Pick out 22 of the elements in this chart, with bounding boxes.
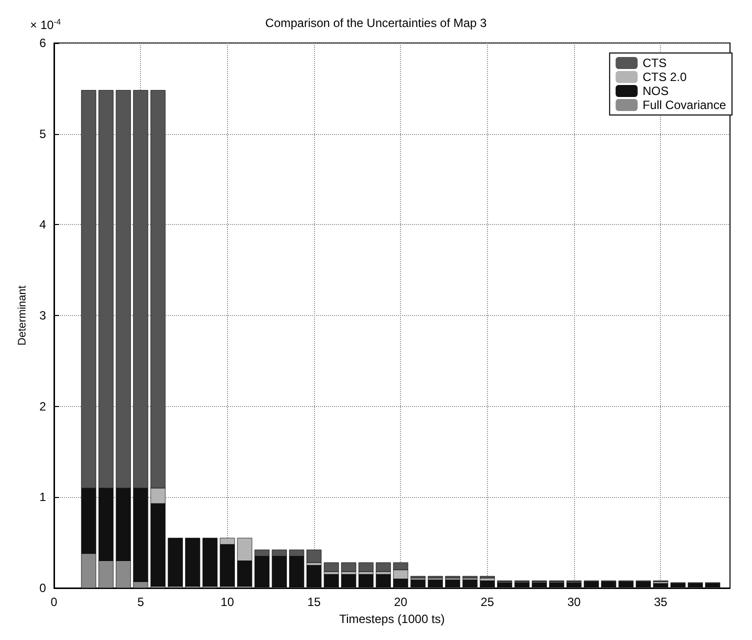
x-tick-label: 35: [654, 595, 668, 609]
x-axis-title: Timesteps (1000 ts): [339, 612, 445, 626]
y-tick-label: 2: [39, 399, 46, 414]
y-tick-label: 3: [39, 308, 46, 322]
x-tick-label: 0: [50, 595, 58, 609]
x-tick-label: 10: [220, 595, 234, 609]
legend-label: CTS: [642, 56, 667, 70]
legend-label: NOS: [642, 84, 669, 98]
y-tick-label: 1: [39, 490, 46, 504]
y-tick-label: 4: [39, 218, 46, 232]
x-tick-label: 25: [480, 595, 494, 609]
x-tick-label: 5: [137, 595, 144, 609]
x-tick-label: 20: [394, 595, 408, 609]
y-tick-label: 5: [39, 126, 46, 141]
legend-label: Full Covariance: [642, 98, 726, 112]
chart-title: Comparison of the Uncertainties of Map 3: [265, 16, 488, 30]
y-tick-label: 6: [39, 36, 46, 50]
y-tick-label: 0: [39, 581, 46, 595]
legend-label: CTS 2.0: [642, 70, 687, 84]
y-axis-title: Determinant: [16, 286, 28, 346]
x-tick-label: 15: [307, 595, 321, 609]
x-tick-label: 30: [567, 595, 581, 609]
